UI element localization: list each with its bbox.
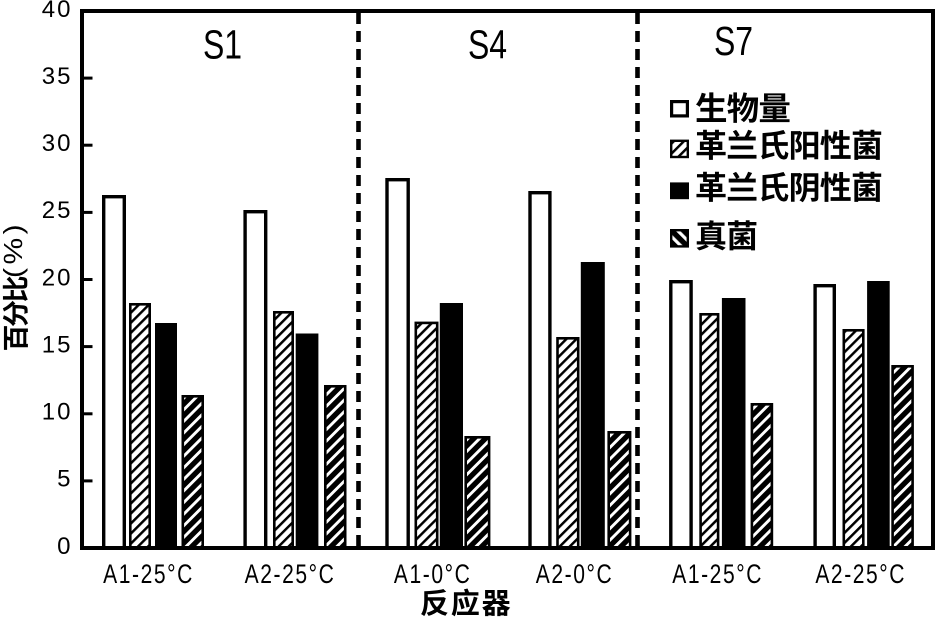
- svg-text:A2-0°C: A2-0°C: [536, 560, 613, 590]
- svg-text:0: 0: [57, 533, 72, 560]
- svg-text:A1-25°C: A1-25°C: [103, 560, 194, 590]
- svg-text:A2-25°C: A2-25°C: [815, 560, 906, 590]
- svg-text:S4: S4: [468, 22, 507, 68]
- svg-text:30: 30: [42, 130, 73, 157]
- svg-text:A1-25°C: A1-25°C: [672, 560, 763, 590]
- svg-text:(%): (%): [0, 221, 27, 278]
- svg-text:A2-25°C: A2-25°C: [245, 560, 336, 590]
- svg-text:40: 40: [42, 0, 73, 23]
- svg-text:10: 10: [42, 399, 73, 426]
- svg-text:A1-0°C: A1-0°C: [394, 560, 471, 590]
- svg-text:S1: S1: [203, 22, 242, 68]
- svg-text:5: 5: [57, 466, 72, 493]
- svg-text:25: 25: [42, 197, 73, 224]
- svg-text:35: 35: [42, 63, 73, 90]
- svg-text:S7: S7: [714, 18, 753, 64]
- svg-text:20: 20: [42, 264, 73, 291]
- svg-text:15: 15: [42, 331, 73, 358]
